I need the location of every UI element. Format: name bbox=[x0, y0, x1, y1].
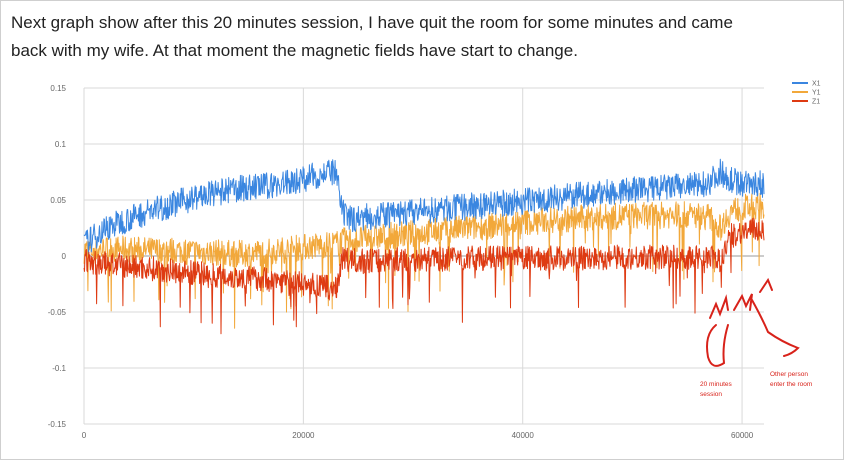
legend-label-z1: Z1 bbox=[812, 99, 820, 106]
annotation-label: 20 minutes bbox=[700, 381, 733, 388]
chart-annotations: 20 minutes session Other person enter the r… bbox=[700, 277, 812, 398]
y-tick-label: 0.05 bbox=[50, 196, 66, 205]
y-tick-label: -0.15 bbox=[48, 420, 67, 429]
legend-label-x1: X1 bbox=[812, 81, 821, 88]
annotation-arrow bbox=[759, 277, 773, 293]
chart-series bbox=[83, 158, 765, 335]
y-tick-label: 0.15 bbox=[50, 84, 66, 93]
annotation-label: Other person bbox=[770, 371, 808, 378]
caption-line-1: Next graph show after this 20 minutes se… bbox=[11, 13, 733, 32]
annotation-label: session bbox=[700, 391, 722, 398]
chart-legend: X1 Y1 Z1 bbox=[792, 81, 821, 106]
chart-axes: 0.15 0.1 0.05 0 -0.05 -0.1 -0.15 0 20000 40000 600… bbox=[48, 84, 754, 440]
x-tick-label: 60000 bbox=[731, 431, 754, 440]
annotation-arrow bbox=[751, 299, 800, 357]
chart-grid bbox=[83, 87, 764, 425]
caption-line-2: back with my wife. At that moment the ma… bbox=[11, 41, 578, 60]
series-line-z1 bbox=[83, 217, 765, 335]
annotation-arrow bbox=[706, 324, 729, 367]
x-tick-label: 20000 bbox=[292, 431, 315, 440]
series-y1 bbox=[83, 192, 765, 329]
series-line-y1 bbox=[83, 192, 765, 329]
x-tick-label: 40000 bbox=[512, 431, 535, 440]
series-x1 bbox=[83, 158, 765, 255]
annotation-arrow bbox=[733, 293, 753, 311]
y-tick-label: 0 bbox=[62, 252, 67, 261]
series-line-x1 bbox=[83, 158, 765, 255]
caption-text: Next graph show after this 20 minutes se… bbox=[11, 9, 841, 65]
y-tick-label: -0.05 bbox=[48, 308, 67, 317]
legend-label-y1: Y1 bbox=[812, 90, 821, 97]
series-z1 bbox=[83, 217, 765, 335]
x-tick-label: 0 bbox=[82, 431, 87, 440]
annotation-arrow bbox=[709, 294, 729, 319]
y-tick-label: -0.1 bbox=[52, 364, 66, 373]
annotation-label: enter the room bbox=[770, 381, 812, 388]
y-tick-label: 0.1 bbox=[55, 140, 67, 149]
